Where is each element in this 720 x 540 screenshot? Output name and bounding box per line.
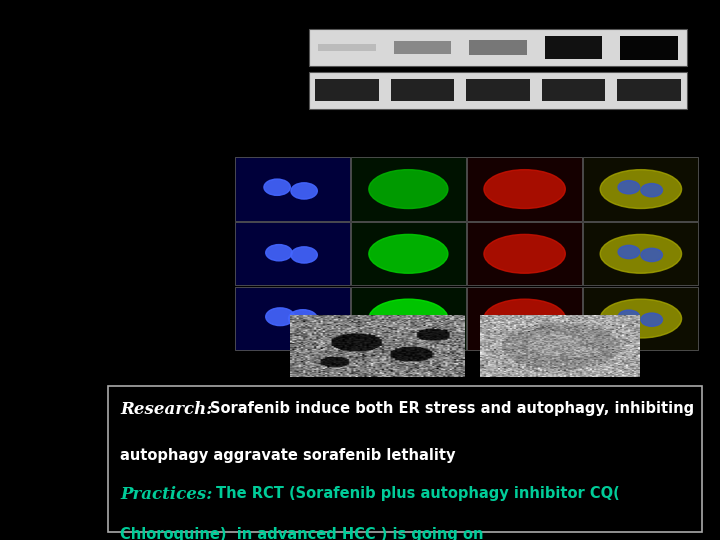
Ellipse shape bbox=[484, 170, 565, 208]
Ellipse shape bbox=[484, 234, 565, 273]
FancyBboxPatch shape bbox=[621, 36, 678, 59]
Circle shape bbox=[264, 179, 290, 195]
Text: +: + bbox=[417, 119, 428, 132]
FancyBboxPatch shape bbox=[583, 222, 698, 286]
FancyBboxPatch shape bbox=[469, 40, 527, 55]
FancyBboxPatch shape bbox=[235, 287, 350, 350]
Text: -: - bbox=[344, 133, 349, 146]
Text: +: + bbox=[492, 119, 503, 132]
Circle shape bbox=[266, 245, 292, 261]
Text: +: + bbox=[644, 119, 654, 132]
Text: Sorafenib 20uM: Sorafenib 20uM bbox=[220, 121, 291, 130]
FancyBboxPatch shape bbox=[391, 79, 454, 101]
Text: Research:: Research: bbox=[120, 401, 212, 418]
Text: A: A bbox=[114, 9, 131, 31]
Text: -: - bbox=[420, 133, 425, 146]
FancyBboxPatch shape bbox=[318, 44, 376, 51]
Text: Merged: Merged bbox=[621, 142, 660, 151]
Text: +: + bbox=[568, 119, 579, 132]
Text: -: - bbox=[571, 133, 576, 146]
FancyBboxPatch shape bbox=[467, 222, 582, 286]
Text: 24h: 24h bbox=[562, 18, 585, 28]
Text: GAPDH: GAPDH bbox=[247, 85, 291, 95]
FancyBboxPatch shape bbox=[583, 287, 698, 350]
Circle shape bbox=[618, 180, 639, 194]
FancyBboxPatch shape bbox=[467, 79, 530, 101]
Ellipse shape bbox=[369, 299, 448, 338]
FancyBboxPatch shape bbox=[394, 41, 451, 54]
FancyBboxPatch shape bbox=[467, 287, 582, 350]
FancyBboxPatch shape bbox=[542, 79, 606, 101]
Circle shape bbox=[641, 184, 662, 197]
Text: +: + bbox=[492, 133, 503, 146]
Text: The RCT (Sorafenib plus autophagy inhibitor CQ(: The RCT (Sorafenib plus autophagy inhibi… bbox=[216, 487, 620, 501]
Text: LC3: LC3 bbox=[516, 142, 534, 151]
FancyBboxPatch shape bbox=[583, 158, 698, 221]
Text: +: + bbox=[644, 133, 654, 146]
Ellipse shape bbox=[600, 299, 682, 338]
Ellipse shape bbox=[369, 234, 448, 273]
Text: 24h: 24h bbox=[638, 18, 660, 28]
Text: Practices:: Practices: bbox=[120, 487, 212, 503]
FancyBboxPatch shape bbox=[618, 79, 681, 101]
FancyBboxPatch shape bbox=[351, 222, 466, 286]
Text: B: B bbox=[114, 155, 132, 177]
Circle shape bbox=[291, 183, 318, 199]
FancyBboxPatch shape bbox=[235, 222, 350, 286]
Ellipse shape bbox=[600, 170, 682, 208]
Circle shape bbox=[641, 313, 662, 326]
Ellipse shape bbox=[484, 299, 565, 338]
Text: Sorafenib
+CQ: Sorafenib +CQ bbox=[176, 309, 225, 328]
Circle shape bbox=[266, 308, 294, 326]
Circle shape bbox=[641, 248, 662, 261]
FancyBboxPatch shape bbox=[309, 72, 687, 109]
Text: 12h: 12h bbox=[487, 18, 509, 28]
Text: Sorafenib: Sorafenib bbox=[176, 249, 225, 258]
Text: 12h: 12h bbox=[411, 18, 433, 28]
FancyBboxPatch shape bbox=[545, 36, 603, 59]
Text: Sorafenib
+CQ: Sorafenib +CQ bbox=[176, 356, 225, 375]
FancyBboxPatch shape bbox=[235, 158, 350, 221]
Text: Sorafenib induce both ER stress and autophagy, inhibiting: Sorafenib induce both ER stress and auto… bbox=[210, 401, 694, 416]
FancyBboxPatch shape bbox=[467, 158, 582, 221]
Circle shape bbox=[291, 247, 318, 263]
Text: CHOP: CHOP bbox=[256, 43, 291, 52]
FancyBboxPatch shape bbox=[309, 29, 687, 66]
Circle shape bbox=[618, 310, 639, 323]
Ellipse shape bbox=[369, 170, 448, 208]
Ellipse shape bbox=[600, 234, 682, 273]
Text: CHOP: CHOP bbox=[394, 142, 423, 151]
FancyBboxPatch shape bbox=[351, 158, 466, 221]
Circle shape bbox=[618, 245, 639, 259]
Text: DAPI: DAPI bbox=[280, 142, 305, 151]
Text: CQ 10uM: CQ 10uM bbox=[250, 136, 291, 145]
Text: 0h: 0h bbox=[340, 18, 354, 28]
Text: C: C bbox=[114, 355, 132, 377]
FancyBboxPatch shape bbox=[315, 79, 379, 101]
Text: Chloroquine)  in advanced HCC ) is going on: Chloroquine) in advanced HCC ) is going … bbox=[120, 528, 484, 540]
Text: autophagy aggravate sorafenib lethality: autophagy aggravate sorafenib lethality bbox=[120, 448, 456, 463]
Text: -: - bbox=[344, 119, 349, 132]
Circle shape bbox=[289, 310, 318, 327]
FancyBboxPatch shape bbox=[351, 287, 466, 350]
Text: Vehicle: Vehicle bbox=[188, 185, 225, 193]
